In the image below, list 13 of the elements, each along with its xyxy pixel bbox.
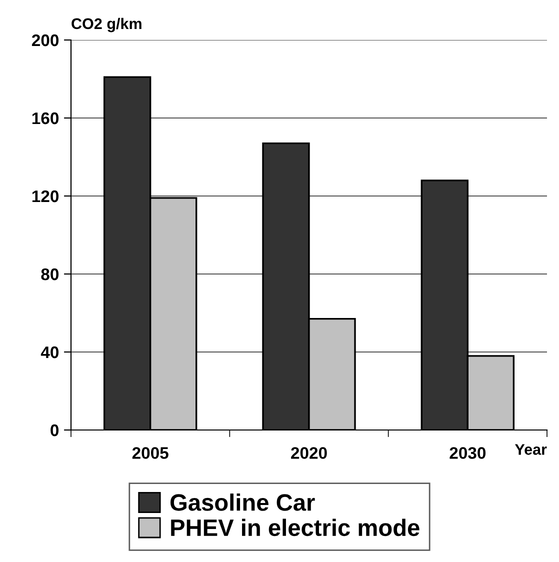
legend-label: Gasoline Car	[170, 494, 315, 511]
y-tick-label: 40	[40, 346, 59, 358]
x-tick-label: 2030	[450, 447, 486, 459]
y-tick-label: 160	[32, 112, 59, 124]
y-tick-label: 80	[41, 268, 59, 280]
x-tick-label: 2005	[132, 447, 168, 459]
x-tick-label: 2020	[291, 447, 327, 459]
x-axis-title: Year	[514, 444, 547, 455]
y-axis-title: CO2 g/km	[72, 18, 142, 32]
legend-label: PHEV in electric mode	[171, 518, 420, 536]
y-tick-label: 120	[32, 190, 59, 202]
y-tick-label: 200	[32, 34, 59, 46]
y-tick-label: 0	[50, 424, 59, 436]
